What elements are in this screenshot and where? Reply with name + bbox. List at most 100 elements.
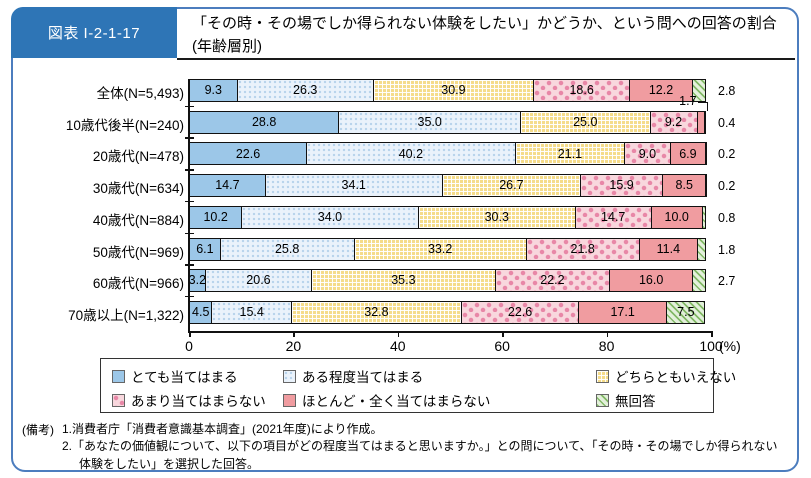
bar-segment: 22.6 (461, 300, 580, 324)
bar-segment: 35.3 (311, 269, 496, 293)
x-tick-label: 20 (285, 337, 302, 354)
x-tick (502, 332, 504, 337)
figure-title: 「その時・その場でしか得られない体験をしたい」かどうか、という問への回答の割合(… (192, 15, 777, 55)
bar-segment: 21.8 (525, 237, 640, 261)
callout-line (697, 101, 708, 111)
bar-segment: 22.2 (494, 269, 611, 293)
legend-item: ほとんど・全く当てはまらない (283, 390, 490, 410)
bar-row: 3.2 20.6 35.3 22.2 16.0 (188, 269, 706, 293)
bar-row: 9.3 26.3 30.9 18.6 12.2 (189, 79, 707, 102)
category-tick (185, 137, 194, 139)
value-label: 35.0 (417, 114, 442, 129)
bar-segment: 30.3 (417, 205, 576, 229)
row-label: 60歳代(N=966) (92, 276, 184, 292)
value-label: 22.6 (235, 146, 261, 161)
legend-item: 無回答 (596, 390, 656, 410)
bar-segment (691, 79, 707, 102)
row-label: 70歳以上(N=1,322) (68, 307, 184, 323)
notes-prefix: (備考) (22, 423, 54, 437)
value-label: 28.8 (251, 114, 277, 129)
value-label: 21.8 (570, 241, 595, 256)
outside-value-label: 0.2 (718, 147, 736, 162)
value-label: 9.2 (664, 114, 683, 129)
bar-segment: 20.6 (204, 269, 313, 293)
value-label: 9.3 (204, 83, 222, 98)
value-label: 9.0 (638, 146, 657, 161)
legend-label: どちらともいえない (615, 370, 737, 385)
value-label: 26.3 (293, 83, 318, 98)
x-tick (397, 332, 400, 337)
x-axis-line (188, 330, 713, 333)
value-label: 14.7 (601, 210, 626, 225)
bar-row: 10.2 34.0 30.3 14.7 10.0 (189, 205, 706, 229)
value-label: 14.7 (215, 178, 240, 193)
value-label: 25.0 (573, 114, 598, 129)
note-item: 2.「あなたの価値観について、以下の項目がどの程度当てはまると思いますか。」との… (62, 439, 778, 471)
bar-segment: 21.1 (514, 142, 625, 166)
bar-segment (701, 205, 706, 229)
bar-segment: 15.9 (580, 174, 664, 198)
bar-segment: 25.8 (219, 237, 355, 261)
value-label: 12.2 (648, 83, 674, 98)
row-label: 50歳代(N=969) (92, 244, 184, 260)
bar-segment: 26.7 (441, 174, 582, 198)
value-label: 21.1 (557, 146, 583, 161)
value-label: 34.1 (341, 178, 366, 193)
bar-row: 4.5 15.4 32.8 22.6 17.1 7.5 (189, 300, 706, 324)
bar-segment (704, 110, 707, 134)
bar-segment: 26.3 (236, 79, 374, 102)
x-tick-label: 0 (185, 337, 193, 354)
category-tick (185, 169, 194, 171)
bar-segment: 18.6 (533, 79, 631, 102)
legend-item: あまり当てはまらない (112, 390, 266, 410)
value-label: 15.9 (609, 178, 634, 193)
outside-value-label: 2.7 (718, 274, 736, 289)
legend-label: 無回答 (615, 394, 656, 409)
legend-swatch-dots (112, 393, 125, 407)
value-label: 35.3 (391, 273, 416, 288)
legend-swatch-grid (596, 369, 609, 383)
bar-segment: 3.2 (188, 269, 207, 293)
bar-segment: 25.0 (520, 110, 651, 134)
callout-value-label: 1.7 (679, 93, 697, 108)
value-label: 22.2 (540, 273, 565, 288)
legend-label: ある程度当てはまる (302, 370, 424, 385)
bar-segment: 22.6 (189, 142, 307, 166)
value-label: 17.1 (610, 305, 635, 320)
x-tick-label: 40 (390, 337, 406, 354)
value-label: 30.9 (441, 83, 466, 98)
outside-value-label: 2.8 (718, 84, 736, 98)
bar-segment: 14.7 (574, 205, 652, 229)
value-label: 6.1 (196, 241, 214, 256)
bar-segment: 32.8 (290, 300, 463, 324)
notes-list: 1.消費者庁「消費者意識基本調査」(2021年度)により作成。 2.「あなたの価値… (62, 421, 780, 473)
x-axis-unit-label: (%) (719, 337, 741, 354)
bar-segment: 30.9 (372, 79, 535, 102)
bar-segment: 9.2 (649, 110, 698, 134)
value-label: 40.2 (398, 146, 424, 161)
bar-row: 28.8 35.0 25.0 9.2 (189, 110, 707, 134)
row-label: 10歳代後半(N=240) (65, 117, 184, 133)
value-label: 25.8 (274, 241, 300, 256)
x-tick (189, 332, 191, 337)
x-tick-label: 80 (598, 337, 615, 354)
bar-segment: 34.0 (241, 205, 419, 229)
y-axis-line (188, 79, 190, 332)
row-label: 40歳代(N=884) (92, 212, 184, 228)
bar-row: 6.1 25.8 33.2 21.8 11.4 (189, 237, 707, 261)
value-label: 11.4 (656, 241, 681, 256)
value-label: 34.0 (317, 210, 343, 225)
bar-segment: 6.1 (189, 237, 221, 261)
bar-segment: 10.0 (650, 205, 703, 229)
header-separator (177, 58, 795, 60)
value-label: 3.2 (188, 273, 207, 288)
bar-segment: 8.5 (662, 174, 707, 198)
bar-segment: 10.2 (189, 205, 243, 229)
category-tick (185, 232, 194, 234)
note-item: 1.消費者庁「消費者意識基本調査」(2021年度)により作成。 (62, 422, 383, 436)
legend-item: とても当てはまる (112, 366, 238, 386)
bar-segment: 7.5 (666, 300, 706, 324)
legend-swatch-solid (283, 393, 296, 407)
x-tick-label: 100 (699, 337, 723, 354)
value-label: 18.6 (569, 83, 594, 98)
